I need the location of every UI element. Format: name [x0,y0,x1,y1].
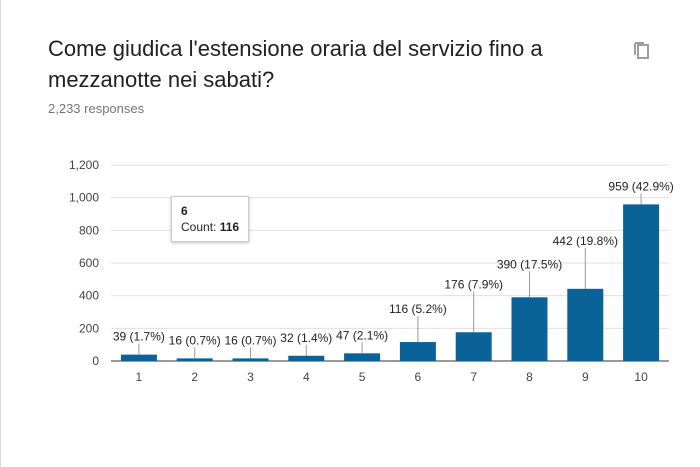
y-tick-label: 1,000 [69,191,99,205]
y-tick-label: 600 [79,256,99,270]
data-label: 959 (42.9%) [608,179,673,193]
response-count: 2,233 responses [48,101,145,116]
bar [344,353,381,361]
x-tick-label: 5 [359,370,366,384]
x-tick-label: 1 [136,370,143,384]
y-tick-label: 800 [79,223,99,237]
y-tick-label: 400 [79,289,99,303]
bar [288,355,325,361]
y-tick-label: 0 [92,354,99,368]
bar [455,332,492,361]
x-tick-label: 7 [470,370,477,384]
x-tick-label: 4 [303,370,310,384]
bar [567,288,604,361]
data-label: 390 (17.5%) [497,257,562,271]
tooltip-count-label: Count: [181,220,217,234]
data-label: 16 (0.7%) [224,333,276,347]
bar [623,204,660,361]
x-tick-label: 6 [415,370,422,384]
y-tick-label: 1,200 [69,158,99,172]
y-tick-label: 200 [79,321,99,335]
tooltip: 6 Count: 116 [171,196,250,242]
data-label: 16 (0.7%) [169,333,221,347]
bar [176,358,213,361]
tooltip-count-value: 116 [219,220,240,234]
bar [399,342,436,361]
x-tick-label: 8 [526,370,533,384]
data-label: 39 (1.7%) [113,330,165,344]
x-tick-label: 2 [191,370,198,384]
copy-icon[interactable] [633,40,651,65]
x-tick-label: 9 [582,370,589,384]
data-label: 442 (19.8%) [553,234,618,248]
data-label: 47 (2.1%) [336,328,388,342]
question-title: Come giudica l'estensione oraria del ser… [48,36,543,92]
x-tick-label: 3 [247,370,254,384]
bar [511,297,548,361]
x-tick-label: 10 [634,370,648,384]
bar [232,358,269,361]
tooltip-category: 6 [181,204,188,218]
bar [120,354,157,361]
data-label: 116 (5.2%) [389,302,447,316]
data-label: 32 (1.4%) [280,331,332,345]
data-label: 176 (7.9%) [444,277,503,291]
